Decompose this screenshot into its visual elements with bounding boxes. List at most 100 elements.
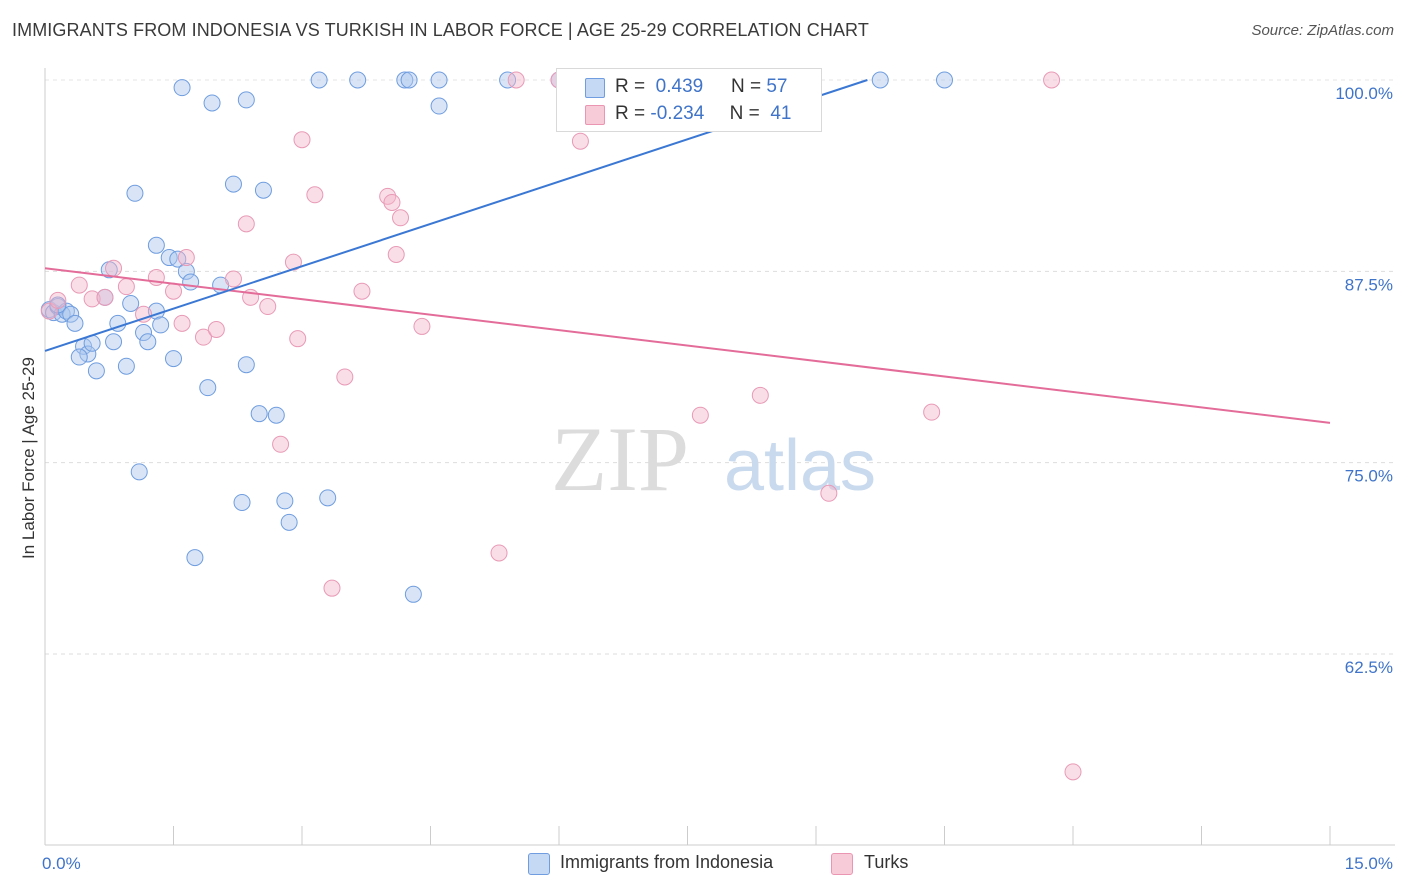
- data-point-indonesia: [186, 549, 204, 567]
- data-point-indonesia: [87, 362, 105, 380]
- watermark-zip: ZIP: [551, 408, 689, 510]
- data-point-turks: [177, 249, 195, 267]
- legend-swatch-indonesia: [585, 78, 605, 98]
- data-point-turks: [336, 368, 354, 386]
- bottom-legend-indonesia: Immigrants from Indonesia: [560, 852, 774, 872]
- data-point-indonesia: [404, 585, 422, 603]
- legend: R = 0.439 N = 57 R = -0.234 N = 41: [556, 68, 822, 132]
- data-point-indonesia: [499, 71, 517, 89]
- data-point-indonesia: [233, 493, 251, 511]
- data-point-turks: [353, 282, 371, 300]
- x-tick-label-min: 0.0%: [42, 854, 81, 873]
- data-point-indonesia: [177, 262, 195, 280]
- data-point-turks: [117, 278, 135, 296]
- y-tick-label: 62.5%: [1345, 658, 1393, 677]
- data-point-indonesia: [936, 71, 953, 89]
- data-point-turks: [194, 328, 212, 346]
- data-point-turks: [1064, 763, 1082, 781]
- data-point-indonesia: [169, 250, 187, 268]
- data-point-turks: [237, 215, 255, 233]
- data-point-turks: [383, 193, 401, 211]
- data-point-indonesia: [165, 350, 182, 368]
- data-point-indonesia: [66, 314, 84, 332]
- data-point-turks: [224, 270, 242, 288]
- data-point-turks: [259, 298, 277, 316]
- data-point-indonesia: [70, 348, 88, 366]
- data-point-indonesia: [280, 513, 298, 531]
- data-point-turks: [165, 282, 182, 300]
- data-point-indonesia: [117, 357, 135, 375]
- series-turks-points: [40, 71, 1082, 781]
- data-point-turks: [289, 330, 307, 348]
- data-point-turks: [105, 259, 123, 277]
- data-point-indonesia: [871, 71, 889, 89]
- legend-n-value: 41: [770, 103, 792, 124]
- data-point-indonesia: [126, 184, 144, 202]
- y-tick-label: 100.0%: [1335, 84, 1393, 103]
- y-tick-label: 75.0%: [1345, 467, 1393, 486]
- legend-swatch-turks: [585, 105, 605, 125]
- data-point-indonesia: [49, 296, 67, 314]
- watermark: ZIP atlas: [551, 408, 876, 510]
- data-point-turks: [173, 314, 191, 332]
- chart-title: IMMIGRANTS FROM INDONESIA VS TURKISH IN …: [12, 20, 869, 40]
- data-point-indonesia: [160, 249, 178, 267]
- data-point-turks: [49, 291, 67, 309]
- data-point-turks: [306, 186, 324, 204]
- data-point-turks: [207, 320, 225, 338]
- data-point-indonesia: [152, 316, 170, 334]
- data-point-turks: [284, 253, 302, 271]
- data-point-indonesia: [182, 273, 200, 291]
- legend-r-label: R =: [615, 103, 646, 124]
- data-point-turks: [923, 403, 941, 421]
- y-axis-label: In Labor Force | Age 25-29: [19, 357, 38, 559]
- data-point-indonesia: [147, 236, 165, 254]
- source-label: Source: ZipAtlas.com: [1251, 22, 1394, 39]
- legend-n-value: 57: [766, 76, 788, 97]
- data-point-indonesia: [135, 324, 153, 342]
- legend-n-label: N =: [729, 103, 760, 124]
- data-point-turks: [392, 209, 410, 227]
- data-point-indonesia: [254, 181, 272, 199]
- data-point-turks: [507, 71, 525, 89]
- data-point-indonesia: [430, 97, 448, 115]
- trend-line-turks: [44, 267, 1331, 424]
- data-point-indonesia: [250, 405, 268, 423]
- bottom-legend-swatch-turks: [831, 853, 853, 875]
- data-point-turks: [387, 245, 405, 263]
- data-point-indonesia: [237, 91, 255, 109]
- data-point-indonesia: [173, 79, 191, 97]
- data-point-indonesia: [310, 71, 328, 89]
- bottom-legend-swatch-indonesia: [528, 853, 550, 875]
- data-point-indonesia: [224, 175, 242, 193]
- data-point-indonesia: [199, 379, 217, 397]
- legend-r-value: -0.234: [650, 103, 705, 124]
- data-point-turks: [272, 435, 290, 453]
- data-point-turks: [751, 386, 769, 404]
- data-point-indonesia: [400, 71, 418, 89]
- data-point-turks: [83, 290, 101, 308]
- data-point-turks: [293, 131, 311, 149]
- data-point-indonesia: [319, 489, 337, 507]
- data-point-indonesia: [62, 305, 80, 323]
- legend-n-label: N =: [730, 76, 762, 97]
- axes: [44, 68, 1395, 846]
- data-point-indonesia: [430, 71, 448, 89]
- data-point-turks: [691, 406, 709, 424]
- data-point-indonesia: [349, 71, 367, 89]
- data-point-indonesia: [122, 294, 140, 312]
- data-point-turks: [70, 276, 88, 294]
- data-point-turks: [413, 317, 431, 335]
- watermark-atlas: atlas: [724, 426, 876, 506]
- x-tick-label-max: 15.0%: [1345, 854, 1393, 873]
- bottom-legend-turks: Turks: [864, 852, 909, 872]
- data-point-indonesia: [396, 71, 414, 89]
- data-point-turks: [379, 187, 397, 205]
- data-point-turks: [96, 288, 114, 306]
- data-point-indonesia: [203, 94, 221, 112]
- data-point-indonesia: [139, 333, 157, 351]
- tick-labels: 62.5% 75.0% 87.5% 100.0% 0.0% 15.0%: [42, 84, 1393, 873]
- legend-row-indonesia: R = 0.439 N = 57: [615, 76, 787, 98]
- data-point-turks: [1043, 71, 1061, 89]
- legend-row-turks: R = -0.234 N = 41: [615, 103, 791, 125]
